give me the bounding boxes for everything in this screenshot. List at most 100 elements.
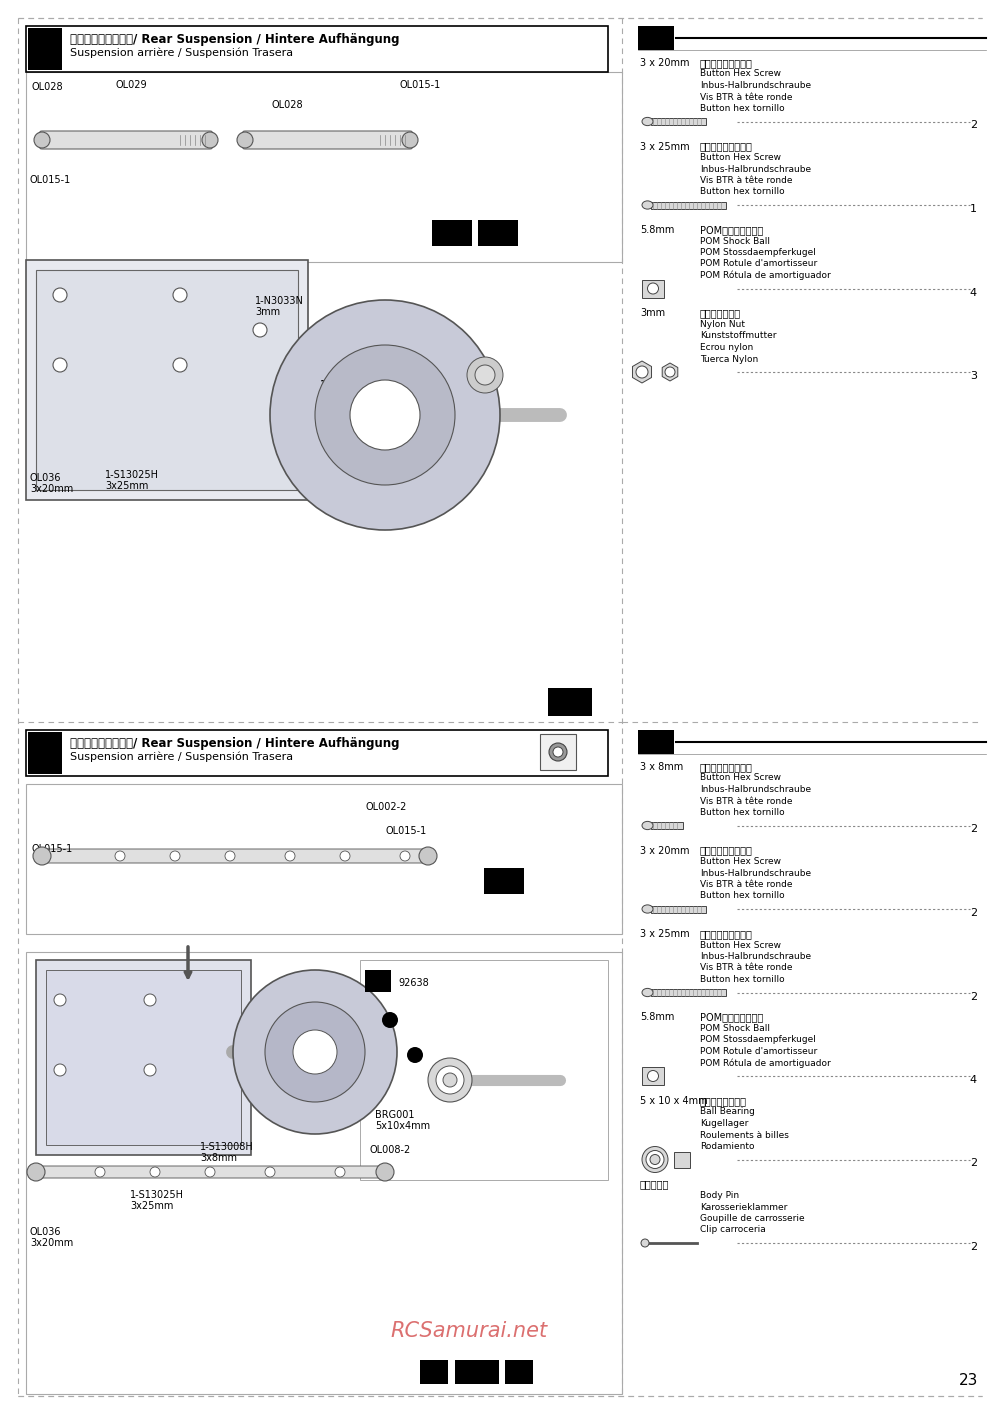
FancyBboxPatch shape	[40, 1167, 384, 1178]
Text: L/R: L/R	[466, 1366, 488, 1380]
Text: 3: 3	[970, 370, 977, 380]
Text: 5.8mm: 5.8mm	[640, 225, 674, 235]
Text: OL015-1: OL015-1	[30, 175, 71, 185]
FancyBboxPatch shape	[39, 132, 213, 148]
Text: x2: x2	[495, 875, 513, 889]
Text: Inbus-Halbrundschraube: Inbus-Halbrundschraube	[700, 81, 811, 90]
Circle shape	[467, 356, 503, 393]
FancyBboxPatch shape	[36, 960, 251, 1155]
Text: Button hex tornillo: Button hex tornillo	[700, 105, 785, 113]
Circle shape	[173, 358, 187, 372]
Circle shape	[205, 1167, 215, 1176]
Text: 1: 1	[970, 204, 977, 214]
Circle shape	[641, 1239, 649, 1247]
Circle shape	[253, 322, 267, 337]
Circle shape	[265, 1167, 275, 1176]
Circle shape	[150, 1167, 160, 1176]
Polygon shape	[642, 280, 664, 297]
Circle shape	[170, 851, 180, 861]
Text: 92638: 92638	[398, 978, 429, 988]
Text: ボタンヘックスビス: ボタンヘックスビス	[700, 58, 753, 68]
Text: ボタンヘックスビス: ボタンヘックスビス	[700, 141, 753, 151]
FancyBboxPatch shape	[28, 28, 62, 71]
Text: 2: 2	[970, 1158, 977, 1168]
Text: Button Hex Screw: Button Hex Screw	[700, 69, 781, 79]
Ellipse shape	[642, 988, 653, 997]
Circle shape	[270, 300, 500, 530]
Text: Inbus-Halbrundschraube: Inbus-Halbrundschraube	[700, 868, 811, 878]
Circle shape	[382, 1012, 398, 1028]
Circle shape	[293, 1029, 337, 1075]
Text: OL015-1: OL015-1	[400, 81, 441, 90]
Circle shape	[27, 1162, 45, 1181]
Text: Body Pin: Body Pin	[700, 1191, 739, 1200]
Circle shape	[475, 365, 495, 385]
Circle shape	[53, 358, 67, 372]
Circle shape	[202, 132, 218, 148]
Circle shape	[665, 368, 675, 378]
Circle shape	[553, 747, 563, 756]
Text: 1:1: 1:1	[440, 228, 464, 240]
FancyBboxPatch shape	[638, 25, 674, 49]
Circle shape	[419, 847, 437, 865]
Circle shape	[376, 1162, 394, 1181]
Text: Button hex tornillo: Button hex tornillo	[700, 188, 785, 197]
Text: OL036: OL036	[30, 1227, 62, 1237]
Text: OL002-2: OL002-2	[365, 802, 406, 812]
Text: BRG001: BRG001	[375, 1110, 415, 1120]
Text: 4: 4	[970, 287, 977, 297]
Circle shape	[233, 970, 397, 1134]
Text: 3 x 20mm: 3 x 20mm	[640, 58, 690, 68]
Ellipse shape	[642, 117, 653, 126]
Text: リヤサスペンション/ Rear Suspension / Hintere Aufhängung: リヤサスペンション/ Rear Suspension / Hintere Auf…	[70, 33, 400, 47]
Circle shape	[340, 851, 350, 861]
Circle shape	[443, 1073, 457, 1087]
Text: T: T	[429, 1366, 439, 1380]
Ellipse shape	[642, 905, 653, 913]
Text: Button hex tornillo: Button hex tornillo	[700, 891, 785, 901]
Text: 5 x 10 x 4mm: 5 x 10 x 4mm	[640, 1096, 708, 1106]
Circle shape	[115, 851, 125, 861]
Text: ボディピン: ボディピン	[640, 1179, 669, 1189]
Circle shape	[173, 288, 187, 303]
FancyBboxPatch shape	[26, 730, 608, 776]
FancyBboxPatch shape	[455, 1360, 499, 1384]
Text: 5x10x4mm: 5x10x4mm	[375, 1121, 430, 1131]
Text: POM Shock Ball: POM Shock Ball	[700, 236, 770, 246]
Circle shape	[350, 380, 420, 450]
Circle shape	[400, 851, 410, 861]
Polygon shape	[651, 905, 706, 912]
Text: Button Hex Screw: Button Hex Screw	[700, 940, 781, 949]
Text: 1-S13025H: 1-S13025H	[130, 1191, 184, 1200]
Text: Inbus-Halbrundschraube: Inbus-Halbrundschraube	[700, 785, 811, 795]
Text: Kugellager: Kugellager	[700, 1118, 748, 1128]
Text: 3x20mm: 3x20mm	[30, 1239, 73, 1249]
Text: L/R: L/R	[558, 696, 582, 710]
FancyBboxPatch shape	[432, 221, 472, 246]
Text: Suspension arrière / Suspensión Trasera: Suspension arrière / Suspensión Trasera	[70, 48, 293, 58]
Text: 2: 2	[970, 1241, 977, 1251]
Circle shape	[53, 288, 67, 303]
Text: ボタンヘックスビス: ボタンヘックスビス	[700, 929, 753, 939]
Circle shape	[265, 1003, 365, 1102]
Circle shape	[225, 851, 235, 861]
Text: Karosserieklammer: Karosserieklammer	[700, 1202, 787, 1212]
Text: 22: 22	[642, 30, 670, 48]
Text: POMダンパーボール: POMダンパーボール	[700, 225, 763, 235]
FancyBboxPatch shape	[26, 25, 608, 72]
Circle shape	[428, 1058, 472, 1102]
Circle shape	[315, 345, 455, 485]
Text: Ecrou nylon: Ecrou nylon	[700, 344, 753, 352]
Text: Suspension arrière / Suspensión Trasera: Suspension arrière / Suspensión Trasera	[70, 752, 293, 762]
FancyBboxPatch shape	[638, 730, 674, 754]
Text: 5.8mm: 5.8mm	[640, 1012, 674, 1022]
FancyBboxPatch shape	[484, 868, 524, 894]
Text: Clip carroceria: Clip carroceria	[700, 1226, 766, 1234]
FancyBboxPatch shape	[28, 732, 62, 773]
Polygon shape	[632, 361, 652, 383]
Text: 3x25mm: 3x25mm	[130, 1200, 173, 1210]
FancyBboxPatch shape	[478, 221, 518, 246]
Text: 2: 2	[970, 991, 977, 1001]
Text: OL015-1: OL015-1	[32, 844, 73, 854]
Text: POM Rótula de amortiguador: POM Rótula de amortiguador	[700, 1059, 831, 1068]
